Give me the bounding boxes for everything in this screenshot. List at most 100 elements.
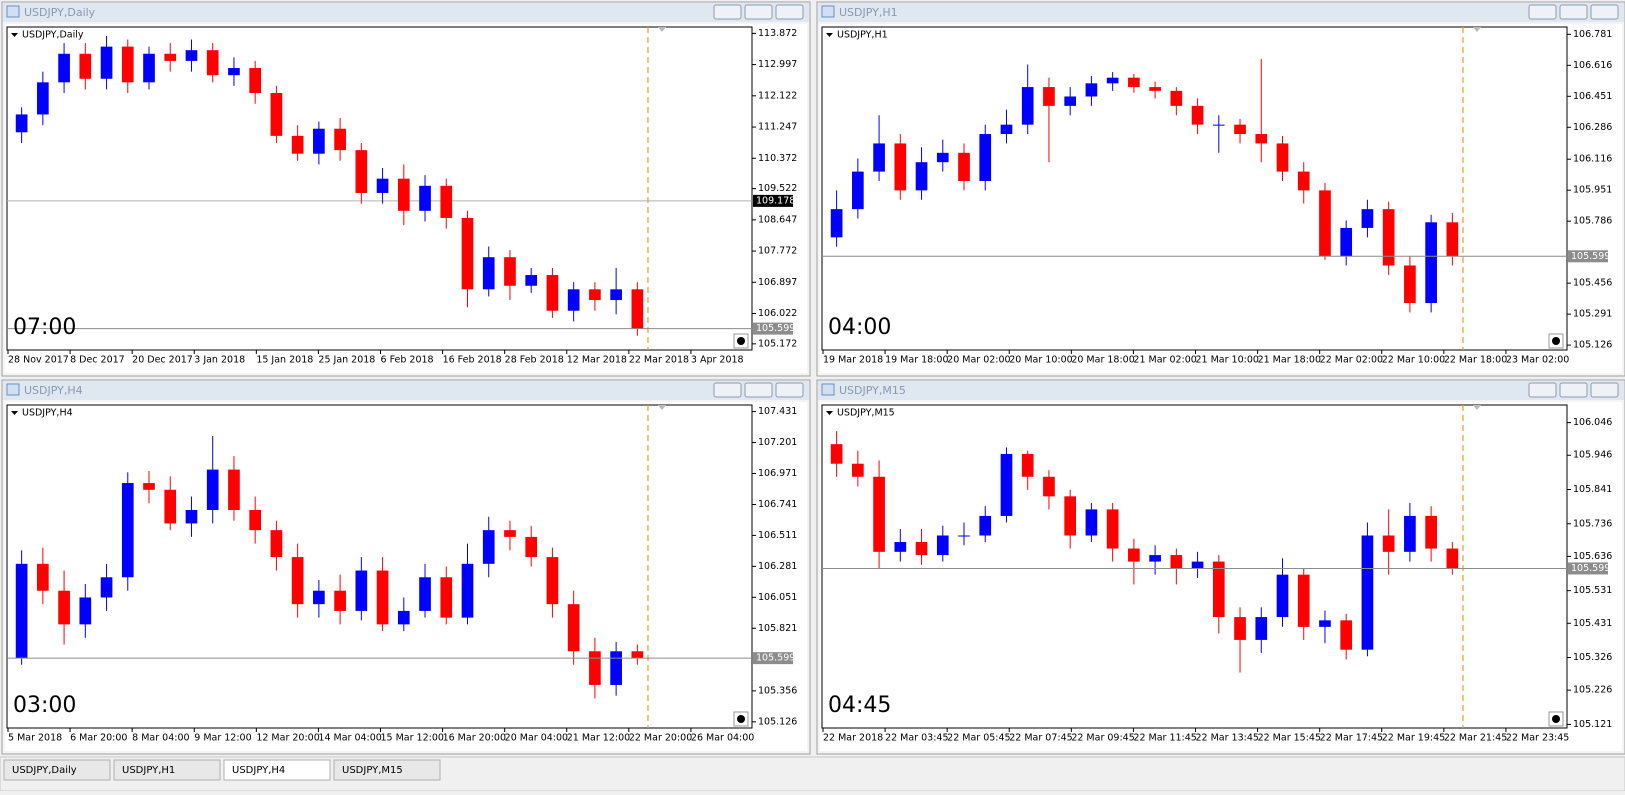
candle-body xyxy=(1340,227,1353,257)
candle-body xyxy=(873,476,885,552)
chart-icon-dot xyxy=(1552,715,1560,723)
x-tick-label: 6 Feb 2018 xyxy=(381,355,434,366)
close-button[interactable] xyxy=(1590,4,1619,20)
maximize-button[interactable] xyxy=(1559,382,1588,398)
candle-body xyxy=(894,542,907,552)
x-tick-label: 3 Jan 2018 xyxy=(194,355,245,366)
candle-body xyxy=(1212,561,1225,618)
x-tick-label: 15 Mar 12:00 xyxy=(381,733,444,744)
candle-body xyxy=(291,557,304,605)
candle-body xyxy=(546,557,559,605)
minimize-button[interactable] xyxy=(1528,382,1557,398)
candle-body xyxy=(79,53,92,79)
candle-body xyxy=(58,590,70,625)
minimize-button[interactable] xyxy=(713,382,742,398)
x-tick-label: 19 Mar 2018 xyxy=(823,355,883,366)
y-tick-label: 105.946 xyxy=(1573,450,1612,461)
candle-body xyxy=(589,651,601,685)
candle-body xyxy=(37,563,49,591)
candle-body xyxy=(1149,555,1161,562)
tab[interactable] xyxy=(223,759,331,781)
tab[interactable] xyxy=(333,759,441,781)
y-tick-label: 105.456 xyxy=(1573,278,1612,289)
tab[interactable] xyxy=(3,759,111,781)
plot-border xyxy=(821,26,1568,351)
candle-body xyxy=(1297,574,1310,627)
maximize-button[interactable] xyxy=(744,4,773,20)
close-button[interactable] xyxy=(775,382,804,398)
x-tick-label: 22 Mar 07:45 xyxy=(1009,733,1072,744)
candle-body xyxy=(610,289,622,301)
maximize-button[interactable] xyxy=(744,382,773,398)
shift-marker xyxy=(1472,27,1481,32)
x-tick-label: 22 Mar 09:45 xyxy=(1071,733,1134,744)
candle-body xyxy=(121,483,134,578)
candle-body xyxy=(1128,77,1140,88)
candle-body xyxy=(1000,453,1013,516)
candle-body xyxy=(1319,620,1331,627)
candle-body xyxy=(1170,555,1183,569)
candle-body xyxy=(631,651,644,659)
x-tick-label: 26 Mar 04:00 xyxy=(691,733,754,744)
close-button[interactable] xyxy=(1590,382,1619,398)
candle-body xyxy=(1382,535,1395,552)
candle-body xyxy=(567,289,580,311)
y-tick-label: 105.636 xyxy=(1573,551,1612,562)
price-tag xyxy=(753,194,793,207)
candle-body xyxy=(1128,548,1140,562)
y-tick-label: 108.647 xyxy=(758,214,797,225)
y-tick-label: 106.741 xyxy=(758,499,797,510)
candle-body xyxy=(100,46,113,79)
y-tick-label: 105.786 xyxy=(1573,216,1612,227)
candle-body xyxy=(376,178,389,193)
candle-body xyxy=(270,93,283,136)
tab-label: USDJPY,M15 xyxy=(342,765,403,776)
candle-body xyxy=(1446,222,1459,257)
y-tick-label: 105.121 xyxy=(1573,719,1612,730)
minimize-button[interactable] xyxy=(713,4,742,20)
candle-body xyxy=(1021,453,1034,477)
candle-body xyxy=(1255,134,1268,144)
x-tick-label: 9 Mar 12:00 xyxy=(194,733,251,744)
x-tick-label: 5 Mar 2018 xyxy=(8,733,62,744)
y-tick-label: 109.522 xyxy=(758,183,797,194)
candle-body xyxy=(270,530,283,558)
y-tick-label: 107.201 xyxy=(758,437,797,448)
candle-body xyxy=(100,577,113,598)
y-tick-label: 113.872 xyxy=(758,28,797,39)
candle-body xyxy=(589,289,601,301)
candle-body xyxy=(915,542,928,556)
x-tick-label: 12 Mar 20:00 xyxy=(256,733,319,744)
candle-body xyxy=(419,185,431,211)
candle-body xyxy=(58,53,70,83)
y-tick-label: 105.431 xyxy=(1573,618,1612,629)
candle-body xyxy=(1043,476,1055,497)
title-bar xyxy=(818,3,1624,22)
close-button[interactable] xyxy=(775,4,804,20)
bid-tag-label: 105.599 xyxy=(756,653,795,664)
y-tick-label: 110.372 xyxy=(758,153,797,164)
candle-body xyxy=(313,590,325,605)
x-tick-label: 20 Mar 18:00 xyxy=(1071,355,1134,366)
title-bar xyxy=(3,381,809,400)
candle-body xyxy=(1340,620,1353,650)
y-tick-label: 106.051 xyxy=(758,592,797,603)
tab-label: USDJPY,H1 xyxy=(122,765,175,776)
shift-marker xyxy=(657,27,666,32)
candle-body xyxy=(334,128,346,151)
candle-body xyxy=(852,463,864,477)
candle-body xyxy=(1276,143,1289,172)
y-tick-label: 112.122 xyxy=(758,90,797,101)
candle-body xyxy=(185,509,198,524)
candle-body xyxy=(1085,83,1098,97)
tab-label: USDJPY,Daily xyxy=(12,765,77,776)
x-tick-label: 22 Mar 03:45 xyxy=(885,733,948,744)
candle-body xyxy=(936,535,949,556)
minimize-button[interactable] xyxy=(1528,4,1557,20)
bid-tag xyxy=(1568,250,1608,263)
tab[interactable] xyxy=(113,759,221,781)
chart-icon-dot xyxy=(737,715,745,723)
bid-tag-label: 105.599 xyxy=(1571,563,1610,574)
maximize-button[interactable] xyxy=(1559,4,1588,20)
x-tick-label: 21 Mar 02:00 xyxy=(1133,355,1196,366)
